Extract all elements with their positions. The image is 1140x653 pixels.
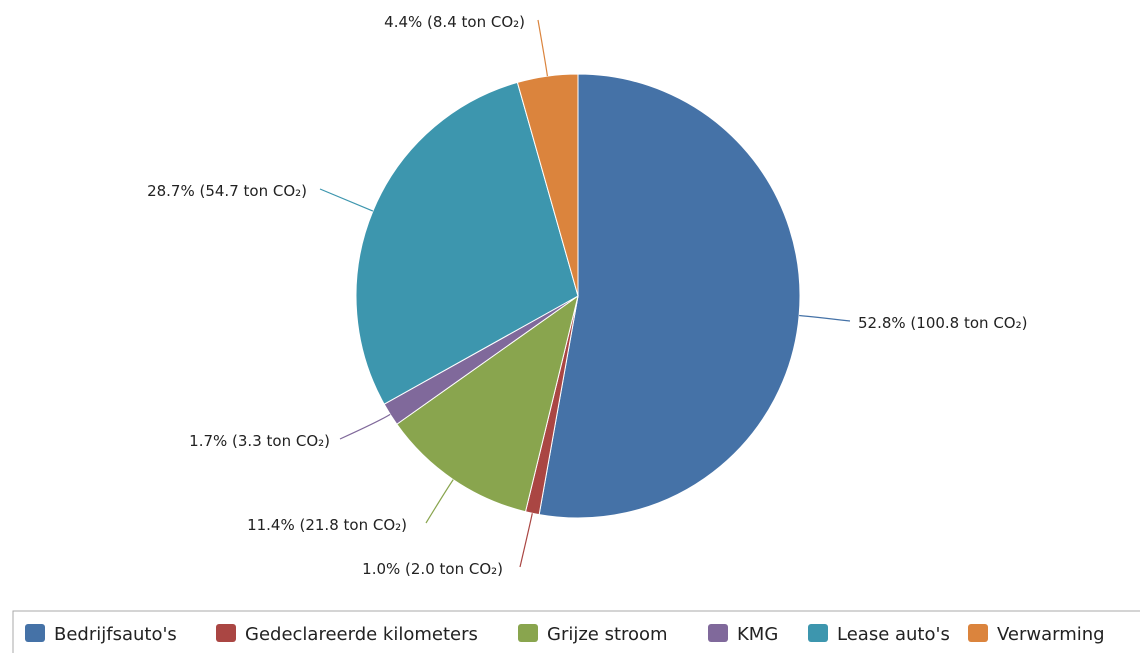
legend-swatch-grijze-stroom bbox=[518, 624, 538, 642]
pie-slice-lease-auto-s[interactable] bbox=[355, 81, 579, 405]
legend-label-verwarming: Verwarming bbox=[997, 624, 1105, 645]
legend-item-kmg[interactable]: KMG bbox=[708, 624, 778, 645]
data-label-gedeclareerde-kilometers: 1.0% (2.0 ton CO₂) bbox=[362, 560, 503, 578]
legend-item-gedeclareerde-kilometers[interactable]: Gedeclareerde kilometers bbox=[216, 624, 478, 645]
data-label-grijze-stroom: 11.4% (21.8 ton CO₂) bbox=[247, 516, 407, 534]
legend-label-lease-auto-s: Lease auto's bbox=[837, 624, 950, 645]
data-label-kmg: 1.7% (3.3 ton CO₂) bbox=[189, 432, 330, 450]
connector-verwarming bbox=[537, 19, 549, 77]
legend-frame bbox=[12, 610, 1140, 653]
legend-item-verwarming[interactable]: Verwarming bbox=[968, 624, 1105, 645]
connector-kmg bbox=[339, 413, 391, 440]
pie-slice-verwarming[interactable] bbox=[516, 73, 579, 297]
pie-slices bbox=[355, 73, 801, 519]
legend-label-kmg: KMG bbox=[737, 624, 778, 645]
legend-label-grijze-stroom: Grijze stroom bbox=[547, 624, 668, 645]
data-label-lease-auto-s: 28.7% (54.7 ton CO₂) bbox=[147, 182, 307, 200]
legend-item-grijze-stroom[interactable]: Grijze stroom bbox=[518, 624, 668, 645]
connector-gedeclareerde-kilometers bbox=[519, 513, 533, 568]
legend-swatch-lease-auto-s bbox=[808, 624, 828, 642]
legend-item-lease-auto-s[interactable]: Lease auto's bbox=[808, 624, 950, 645]
legend-swatch-verwarming bbox=[968, 624, 988, 642]
data-labels: 52.8% (100.8 ton CO₂) 1.0% (2.0 ton CO₂) 1… bbox=[147, 13, 1027, 578]
legend: Bedrijfsauto's Gedeclareerde kilometers Gr… bbox=[12, 610, 1140, 653]
connector-lease-auto-s bbox=[319, 188, 374, 212]
legend-swatch-kmg bbox=[708, 624, 728, 642]
connector-bedrijfsauto-s bbox=[799, 314, 851, 322]
pie-slice-grijze-stroom[interactable] bbox=[396, 294, 579, 513]
legend-item-bedrijfsauto-s[interactable]: Bedrijfsauto's bbox=[25, 624, 177, 645]
data-label-bedrijfsauto-s: 52.8% (100.8 ton CO₂) bbox=[858, 314, 1027, 332]
legend-swatch-bedrijfsauto-s bbox=[25, 624, 45, 642]
legend-label-gedeclareerde-kilometers: Gedeclareerde kilometers bbox=[245, 624, 478, 645]
legend-label-bedrijfsauto-s: Bedrijfsauto's bbox=[54, 624, 177, 645]
data-label-verwarming: 4.4% (8.4 ton CO₂) bbox=[384, 13, 525, 31]
legend-swatch-gedeclareerde-kilometers bbox=[216, 624, 236, 642]
connector-grijze-stroom bbox=[425, 479, 454, 524]
data-label-connectors bbox=[319, 19, 851, 568]
